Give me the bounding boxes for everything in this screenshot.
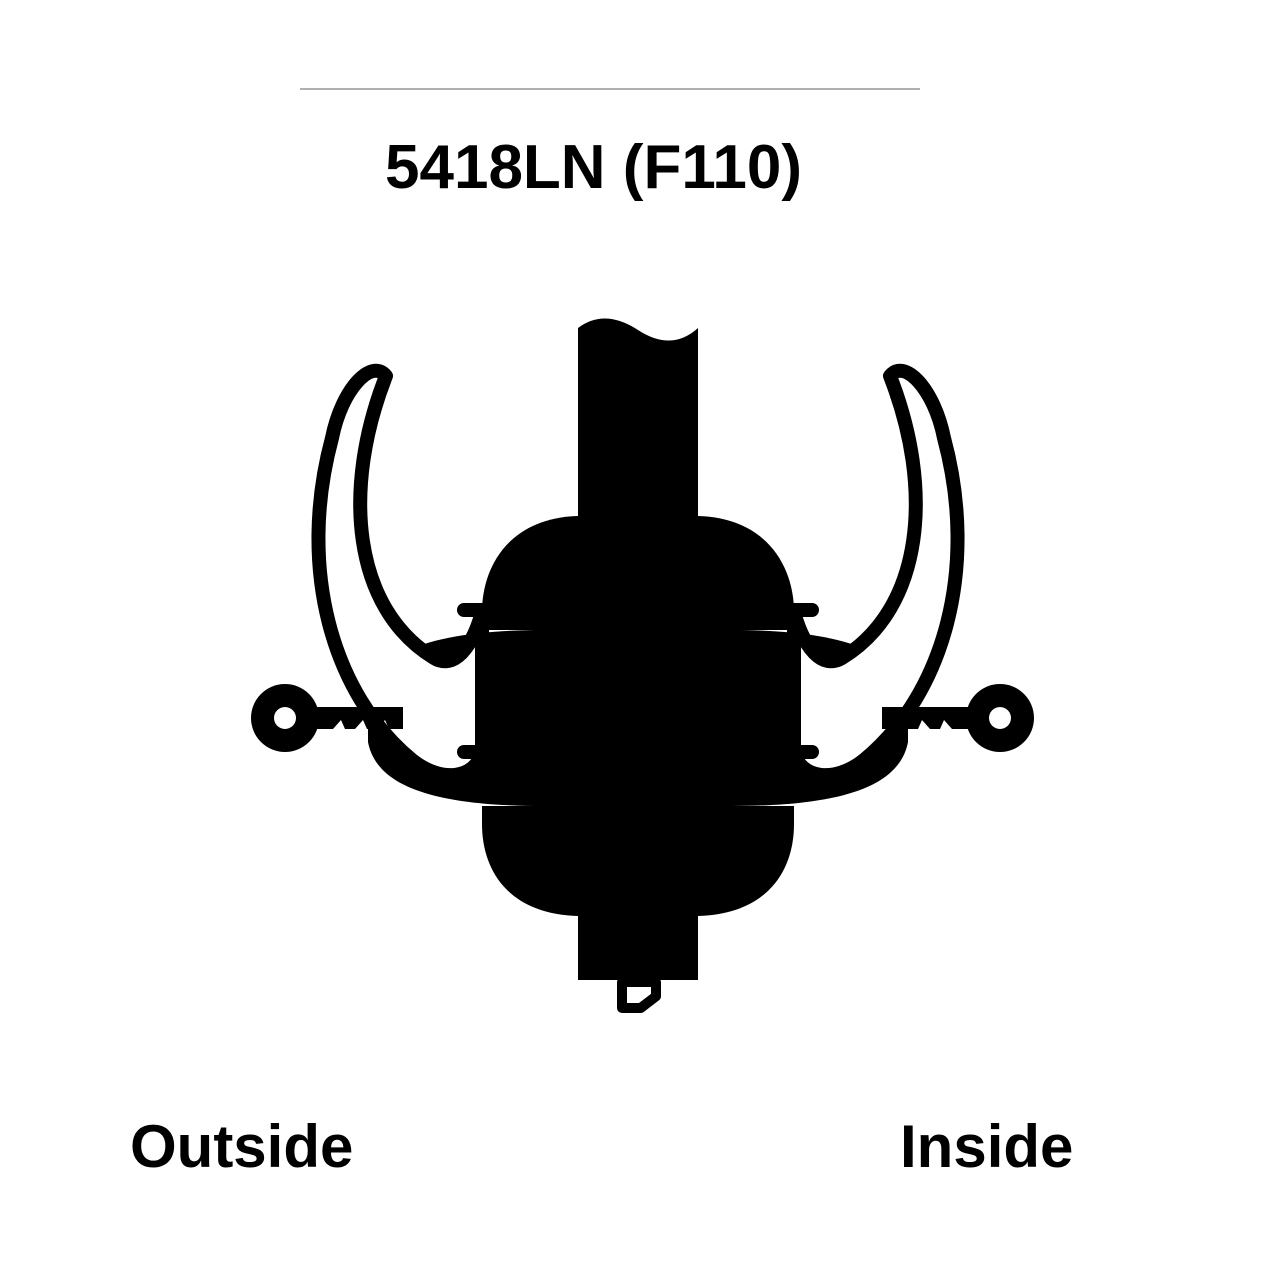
inside-label: Inside <box>900 1112 1073 1181</box>
outside-label: Outside <box>130 1112 353 1181</box>
lock-diagram <box>120 300 1160 1020</box>
diagram-canvas: 5418LN (F110) Outside Inside <box>0 0 1280 1280</box>
model-title: 5418LN (F110) <box>385 132 802 203</box>
top-rule <box>300 88 920 90</box>
